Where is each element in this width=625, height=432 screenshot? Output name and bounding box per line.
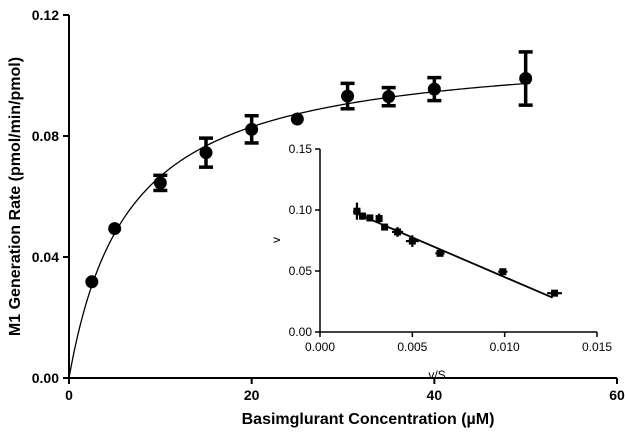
main-data-point xyxy=(245,122,259,136)
main-data-point xyxy=(153,176,167,190)
main-y-axis-title: M1 Generation Rate (pmol/min/pmol) xyxy=(7,57,24,336)
main-data-point xyxy=(427,82,441,96)
main-data-point xyxy=(108,222,122,236)
inset-x-axis-title: v/S xyxy=(428,368,445,382)
main-data-point xyxy=(382,90,396,104)
inset-data-point xyxy=(353,207,361,215)
inset-data-point xyxy=(375,215,383,223)
main-x-tick-label: 40 xyxy=(427,387,443,403)
main-plot: 0 20 40 60 0.00 0.04 0.08 0.12 Basimglurant Conc… xyxy=(7,7,625,428)
main-y-tick-label: 0.12 xyxy=(32,7,59,23)
inset-x-tick-label: 0.010 xyxy=(490,340,520,354)
inset-y-tick-label: 0.05 xyxy=(289,264,313,278)
inset-x-tick-label: 0.000 xyxy=(305,340,335,354)
inset-x-tick-label: 0.005 xyxy=(397,340,427,354)
main-data-point xyxy=(341,89,355,103)
inset-data-point xyxy=(366,214,374,222)
inset-data-point xyxy=(358,212,366,220)
main-x-tick-label: 60 xyxy=(609,387,625,403)
main-x-axis-title: Basimglurant Concentration (µM) xyxy=(242,411,495,428)
main-x-tick-label: 20 xyxy=(244,387,260,403)
main-data-point xyxy=(199,146,213,160)
inset-data-point xyxy=(394,228,402,236)
main-y-tick-label: 0.08 xyxy=(32,128,59,144)
inset-y-tick-label: 0.00 xyxy=(289,325,313,339)
inset-y-tick-label: 0.15 xyxy=(289,142,313,156)
inset-data-point xyxy=(436,249,444,257)
inset-x-tick-label: 0.015 xyxy=(582,340,612,354)
inset-data-point xyxy=(381,223,389,231)
main-data-point xyxy=(519,72,533,86)
main-y-tick-label: 0.00 xyxy=(32,370,59,386)
inset-data-point xyxy=(551,289,559,297)
inset-data-point xyxy=(499,268,507,276)
inset-y-axis-title: v xyxy=(269,237,283,243)
main-data-point xyxy=(290,112,304,126)
main-x-tick-label: 0 xyxy=(65,387,73,403)
main-y-tick-label: 0.04 xyxy=(32,249,59,265)
main-data-point xyxy=(85,275,99,289)
inset-y-tick-label: 0.10 xyxy=(289,203,313,217)
inset-plot: 0.000 0.005 0.010 0.015 0.00 0.05 0.10 0.15 v/S v xyxy=(269,142,612,382)
inset-data-point xyxy=(408,237,416,245)
